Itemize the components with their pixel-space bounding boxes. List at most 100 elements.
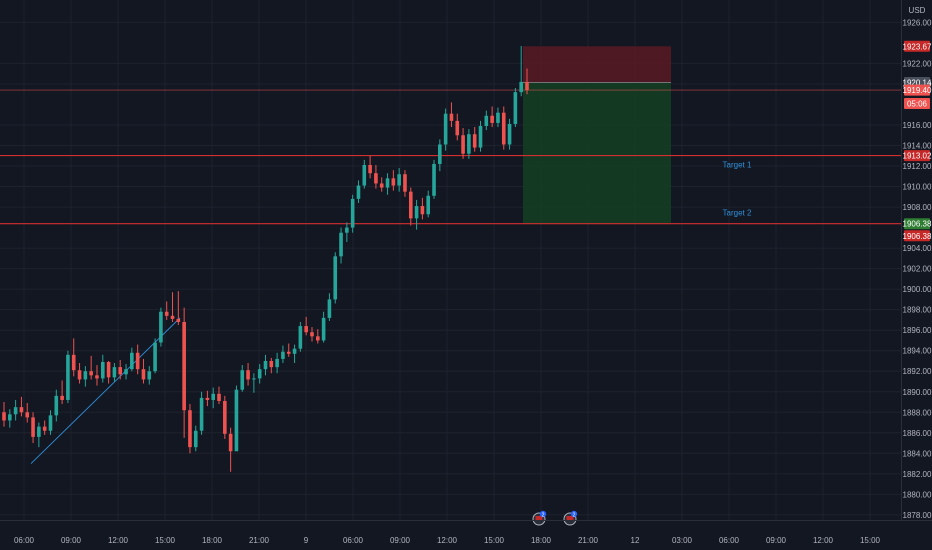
candle-body[interactable] [455, 120, 460, 136]
candle-body[interactable] [106, 361, 111, 378]
time-axis[interactable]: 06:00 09:00 12:00 15:00 18:00 21:00 9 06:00 09:0… [14, 536, 881, 545]
candle-body[interactable] [188, 410, 192, 448]
candlestick-series[interactable] [2, 45, 529, 472]
candle-body[interactable] [507, 123, 512, 145]
candle-body[interactable] [42, 426, 47, 431]
candle-body[interactable] [310, 332, 314, 337]
candle-body[interactable] [403, 174, 407, 192]
candle-body[interactable] [124, 369, 128, 375]
candle-body[interactable] [432, 163, 436, 196]
candle-body[interactable] [100, 361, 105, 379]
candle-body[interactable] [345, 227, 349, 233]
candle-body[interactable] [130, 352, 134, 370]
candle-body[interactable] [13, 407, 18, 415]
candle-body[interactable] [339, 232, 343, 257]
candle-body[interactable] [170, 315, 175, 319]
candle-body[interactable] [176, 318, 181, 322]
candle-body[interactable] [356, 185, 361, 199]
candle-body[interactable] [350, 198, 355, 228]
candle-body[interactable] [246, 370, 250, 380]
candle-body[interactable] [298, 326, 303, 349]
stop-loss-zone[interactable] [523, 46, 671, 83]
candle-body[interactable] [240, 370, 245, 390]
candle-body[interactable] [159, 311, 163, 343]
candle-body[interactable] [223, 400, 227, 434]
candle-body[interactable] [234, 389, 239, 452]
candle-body[interactable] [25, 412, 30, 418]
candle-body[interactable] [48, 415, 53, 431]
candle-body[interactable] [490, 115, 494, 123]
candle-body[interactable] [472, 134, 477, 148]
candle-body[interactable] [443, 113, 448, 145]
target-levels[interactable] [0, 89, 901, 225]
candle-body[interactable] [2, 412, 6, 421]
candle-body[interactable] [164, 311, 169, 316]
event-flag-2[interactable]: 2 [563, 510, 578, 526]
candle-body[interactable] [461, 135, 465, 154]
candle-body[interactable] [496, 112, 500, 123]
candle-body[interactable] [333, 256, 338, 300]
candle-body[interactable] [379, 183, 384, 188]
candle-body[interactable] [467, 134, 471, 154]
candle-body[interactable] [281, 351, 285, 359]
candle-body[interactable] [8, 414, 12, 421]
candle-body[interactable] [513, 92, 518, 124]
candle-body[interactable] [182, 321, 186, 411]
short-position-tool[interactable] [523, 46, 671, 224]
candle-body[interactable] [66, 354, 70, 400]
candle-body[interactable] [89, 371, 93, 376]
candle-body[interactable] [408, 191, 413, 219]
candle-body[interactable] [420, 206, 425, 215]
candle-body[interactable] [252, 378, 256, 380]
candle-body[interactable] [37, 426, 41, 437]
candle-body[interactable] [478, 126, 483, 148]
candle-body[interactable] [71, 354, 76, 371]
candle-body[interactable] [525, 81, 529, 91]
candle-body[interactable] [135, 352, 140, 370]
candle-body[interactable] [275, 358, 279, 368]
candle-body[interactable] [519, 81, 523, 93]
candle-body[interactable] [112, 367, 117, 378]
candle-body[interactable] [211, 393, 216, 400]
candle-body[interactable] [257, 369, 262, 379]
candle-body[interactable] [304, 326, 308, 333]
candle-body[interactable] [374, 173, 378, 184]
candle-body[interactable] [95, 375, 99, 379]
price-axis[interactable]: 1926.001922.001920.001916.001914.001912.… [903, 18, 932, 519]
candle-body[interactable] [153, 342, 157, 372]
candle-body[interactable] [484, 115, 489, 127]
candle-body[interactable] [54, 395, 59, 416]
candle-body[interactable] [315, 336, 320, 341]
candle-body[interactable] [385, 178, 390, 188]
candle-body[interactable] [286, 351, 291, 354]
candle-body[interactable] [327, 299, 332, 318]
candle-body[interactable] [60, 395, 64, 400]
candle-body[interactable] [414, 206, 419, 219]
candle-body[interactable] [426, 195, 431, 215]
candle-body[interactable] [449, 113, 454, 121]
candle-body[interactable] [19, 407, 24, 413]
candle-body[interactable] [501, 112, 506, 145]
candle-body[interactable] [269, 360, 274, 368]
candle-body[interactable] [193, 430, 198, 448]
candle-body[interactable] [292, 348, 297, 354]
candle-body[interactable] [438, 144, 442, 164]
candle-body[interactable] [321, 317, 326, 341]
candle-body[interactable] [199, 397, 204, 431]
candle-body[interactable] [141, 369, 146, 380]
candle-body[interactable] [217, 393, 221, 401]
take-profit-zone[interactable] [523, 82, 671, 224]
candle-body[interactable] [147, 371, 152, 380]
candle-body[interactable] [263, 360, 268, 370]
candle-body[interactable] [228, 433, 233, 452]
candle-body[interactable] [362, 165, 367, 186]
candle-body[interactable] [368, 165, 372, 174]
event-flag-1[interactable]: 2 [532, 510, 547, 526]
candle-body[interactable] [83, 371, 88, 380]
candle-body[interactable] [118, 367, 123, 375]
candle-body[interactable] [391, 178, 396, 186]
candle-body[interactable] [77, 370, 82, 380]
candle-body[interactable] [205, 397, 210, 400]
